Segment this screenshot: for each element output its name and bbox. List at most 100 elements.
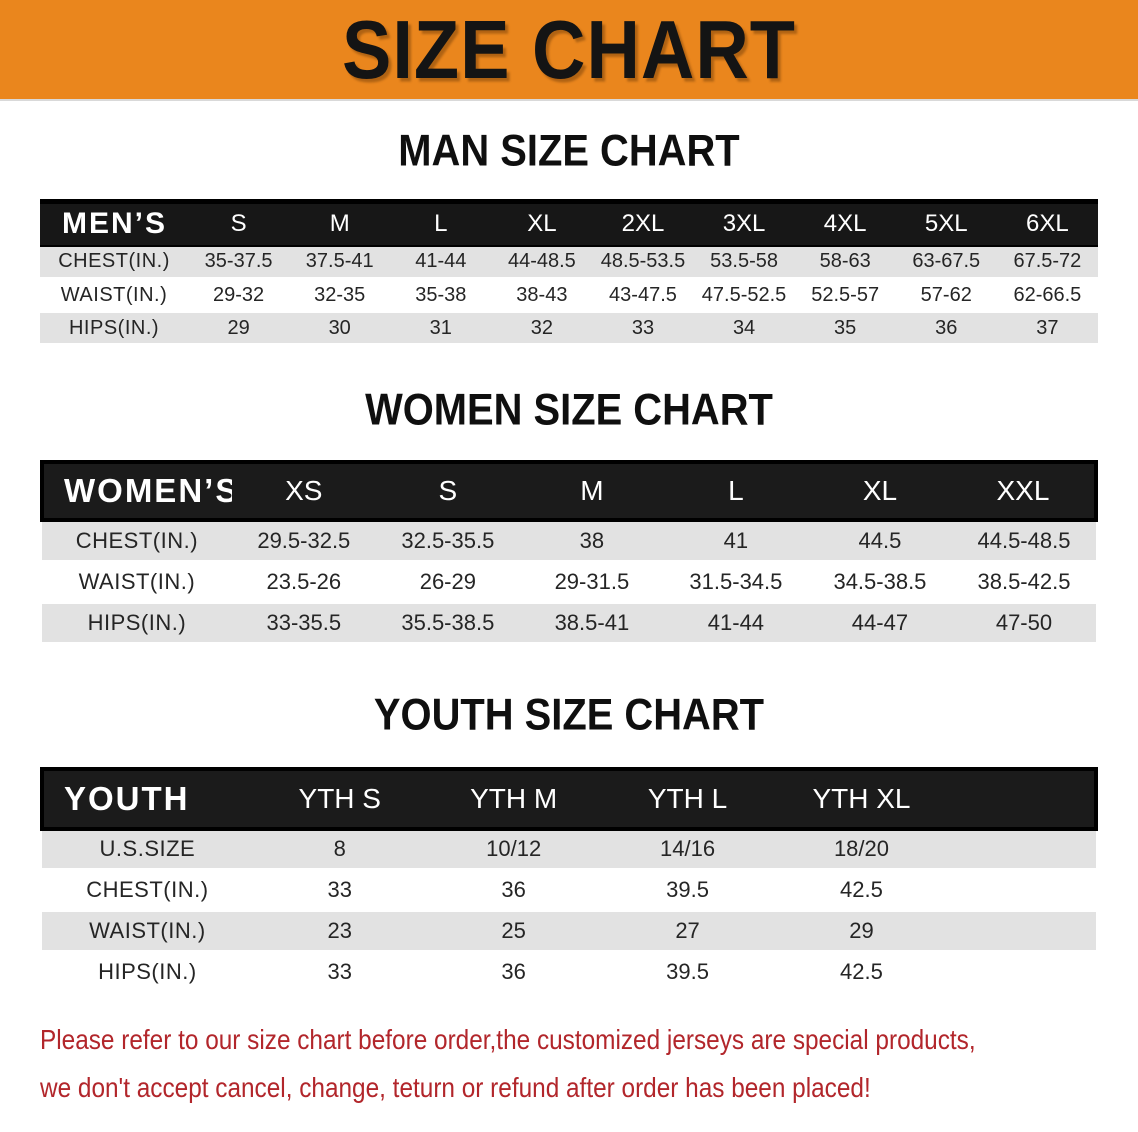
women-header-row: WOMEN’S XS S M L XL XXL	[42, 462, 1096, 520]
youth-hips-row: HIPS(IN.) 33 36 39.5 42.5	[42, 951, 1096, 993]
women-col-header: XL	[807, 462, 952, 520]
size-value: 41-44	[663, 602, 808, 643]
size-value: 37	[996, 311, 1098, 345]
row-label: U.S.SIZE	[42, 828, 253, 870]
size-value: 31	[390, 311, 492, 345]
size-value: 32.5-35.5	[375, 520, 520, 561]
women-size-table: WOMEN’S XS S M L XL XXL CHEST(IN.) 29.5-…	[40, 460, 1098, 645]
size-value: 36	[426, 951, 601, 993]
men-waist-row: WAIST(IN.) 29-32 32-35 35-38 38-43 43-47…	[40, 278, 1098, 312]
empty-cell	[948, 828, 1096, 870]
size-value: 32-35	[289, 278, 391, 312]
row-label: CHEST(IN.)	[40, 245, 189, 279]
youth-size-table: YOUTH YTH S YTH M YTH L YTH XL U.S.SIZE …	[40, 767, 1098, 995]
youth-header-row: YOUTH YTH S YTH M YTH L YTH XL	[42, 768, 1096, 829]
row-label: WAIST(IN.)	[42, 561, 232, 602]
section-youth: YOUTH SIZE CHART YOUTH YTH S YTH M YTH L…	[0, 689, 1138, 995]
size-value: 33-35.5	[231, 602, 376, 643]
women-col-header: L	[663, 462, 808, 520]
size-value: 37.5-41	[289, 245, 391, 279]
size-value: 26-29	[375, 561, 520, 602]
row-label: WAIST(IN.)	[40, 278, 189, 312]
size-value: 57-62	[895, 278, 997, 312]
size-value: 38.5-41	[519, 602, 664, 643]
size-value: 48.5-53.5	[592, 245, 694, 279]
size-value: 41-44	[390, 245, 492, 279]
men-header-row: MEN’S S M L XL 2XL 3XL 4XL 5XL 6XL	[40, 201, 1098, 246]
size-value: 42.5	[774, 869, 949, 911]
row-label: HIPS(IN.)	[40, 311, 189, 345]
size-value: 29-31.5	[519, 561, 664, 602]
size-value: 23.5-26	[231, 561, 376, 602]
size-value: 34.5-38.5	[807, 561, 952, 602]
men-col-header: M	[289, 201, 391, 246]
men-size-table: MEN’S S M L XL 2XL 3XL 4XL 5XL 6XL CHEST…	[40, 199, 1098, 346]
size-value: 35-38	[390, 278, 492, 312]
size-value: 52.5-57	[794, 278, 896, 312]
size-value: 14/16	[600, 828, 775, 870]
section-women: WOMEN SIZE CHART WOMEN’S XS S M L XL XXL	[0, 384, 1138, 645]
size-value: 44-48.5	[491, 245, 593, 279]
women-col-header: S	[375, 462, 520, 520]
row-label: WAIST(IN.)	[42, 910, 253, 952]
size-value: 41	[663, 520, 808, 561]
row-label: CHEST(IN.)	[42, 520, 232, 561]
women-section-heading: WOMEN SIZE CHART	[365, 384, 773, 435]
men-header-label: MEN’S	[40, 201, 189, 246]
disclaimer-line-1: Please refer to our size chart before or…	[40, 1024, 976, 1055]
men-col-header: L	[390, 201, 492, 246]
size-value: 32	[491, 311, 593, 345]
size-value: 38.5-42.5	[951, 561, 1096, 602]
men-section-heading: MAN SIZE CHART	[398, 125, 740, 176]
size-value: 10/12	[426, 828, 601, 870]
size-value: 8	[252, 828, 427, 870]
women-col-header: XS	[231, 462, 376, 520]
size-value: 29-32	[188, 278, 290, 312]
youth-header-label: YOUTH	[42, 768, 253, 829]
disclaimer-line-2: we don't accept cancel, change, teturn o…	[40, 1072, 871, 1104]
row-label: CHEST(IN.)	[42, 869, 253, 911]
empty-cell	[948, 951, 1096, 993]
empty-cell	[948, 869, 1096, 911]
size-value: 36	[895, 311, 997, 345]
men-col-header: 2XL	[592, 201, 694, 246]
women-col-header: M	[519, 462, 664, 520]
empty-cell	[948, 910, 1096, 952]
size-value: 62-66.5	[996, 278, 1098, 312]
size-value: 35	[794, 311, 896, 345]
size-value: 29	[774, 910, 949, 952]
youth-section-heading: YOUTH SIZE CHART	[373, 689, 765, 739]
size-value: 34	[693, 311, 795, 345]
men-col-header: XL	[491, 201, 593, 246]
women-header-label: WOMEN’S	[42, 462, 232, 520]
disclaimer: Please refer to our size chart before or…	[40, 1016, 995, 1112]
size-value: 18/20	[774, 828, 949, 870]
size-value: 35.5-38.5	[375, 602, 520, 643]
youth-col-header: YTH L	[600, 768, 775, 829]
banner-title: SIZE CHART	[342, 3, 796, 96]
youth-col-header: YTH S	[252, 768, 427, 829]
size-value: 47.5-52.5	[693, 278, 795, 312]
size-value: 30	[289, 311, 391, 345]
size-value: 29	[188, 311, 290, 345]
men-hips-row: HIPS(IN.) 29 30 31 32 33 34 35 36 37	[40, 311, 1098, 345]
size-value: 33	[252, 869, 427, 911]
size-value: 44-47	[807, 602, 952, 643]
women-waist-row: WAIST(IN.) 23.5-26 26-29 29-31.5 31.5-34…	[42, 561, 1096, 602]
size-value: 33	[252, 951, 427, 993]
youth-col-header: YTH XL	[774, 768, 949, 829]
women-chest-row: CHEST(IN.) 29.5-32.5 32.5-35.5 38 41 44.…	[42, 520, 1096, 561]
size-value: 38-43	[491, 278, 593, 312]
size-value: 39.5	[600, 951, 775, 993]
size-value: 25	[426, 910, 601, 952]
section-men: MAN SIZE CHART MEN’S S M L XL 2XL 3XL 4X…	[0, 125, 1138, 346]
size-value: 35-37.5	[188, 245, 290, 279]
men-chest-row: CHEST(IN.) 35-37.5 37.5-41 41-44 44-48.5…	[40, 245, 1098, 279]
youth-ussize-row: U.S.SIZE 8 10/12 14/16 18/20	[42, 828, 1096, 870]
men-col-header: 3XL	[693, 201, 795, 246]
size-value: 53.5-58	[693, 245, 795, 279]
men-col-header: 5XL	[895, 201, 997, 246]
size-value: 33	[592, 311, 694, 345]
size-value: 23	[252, 910, 427, 952]
